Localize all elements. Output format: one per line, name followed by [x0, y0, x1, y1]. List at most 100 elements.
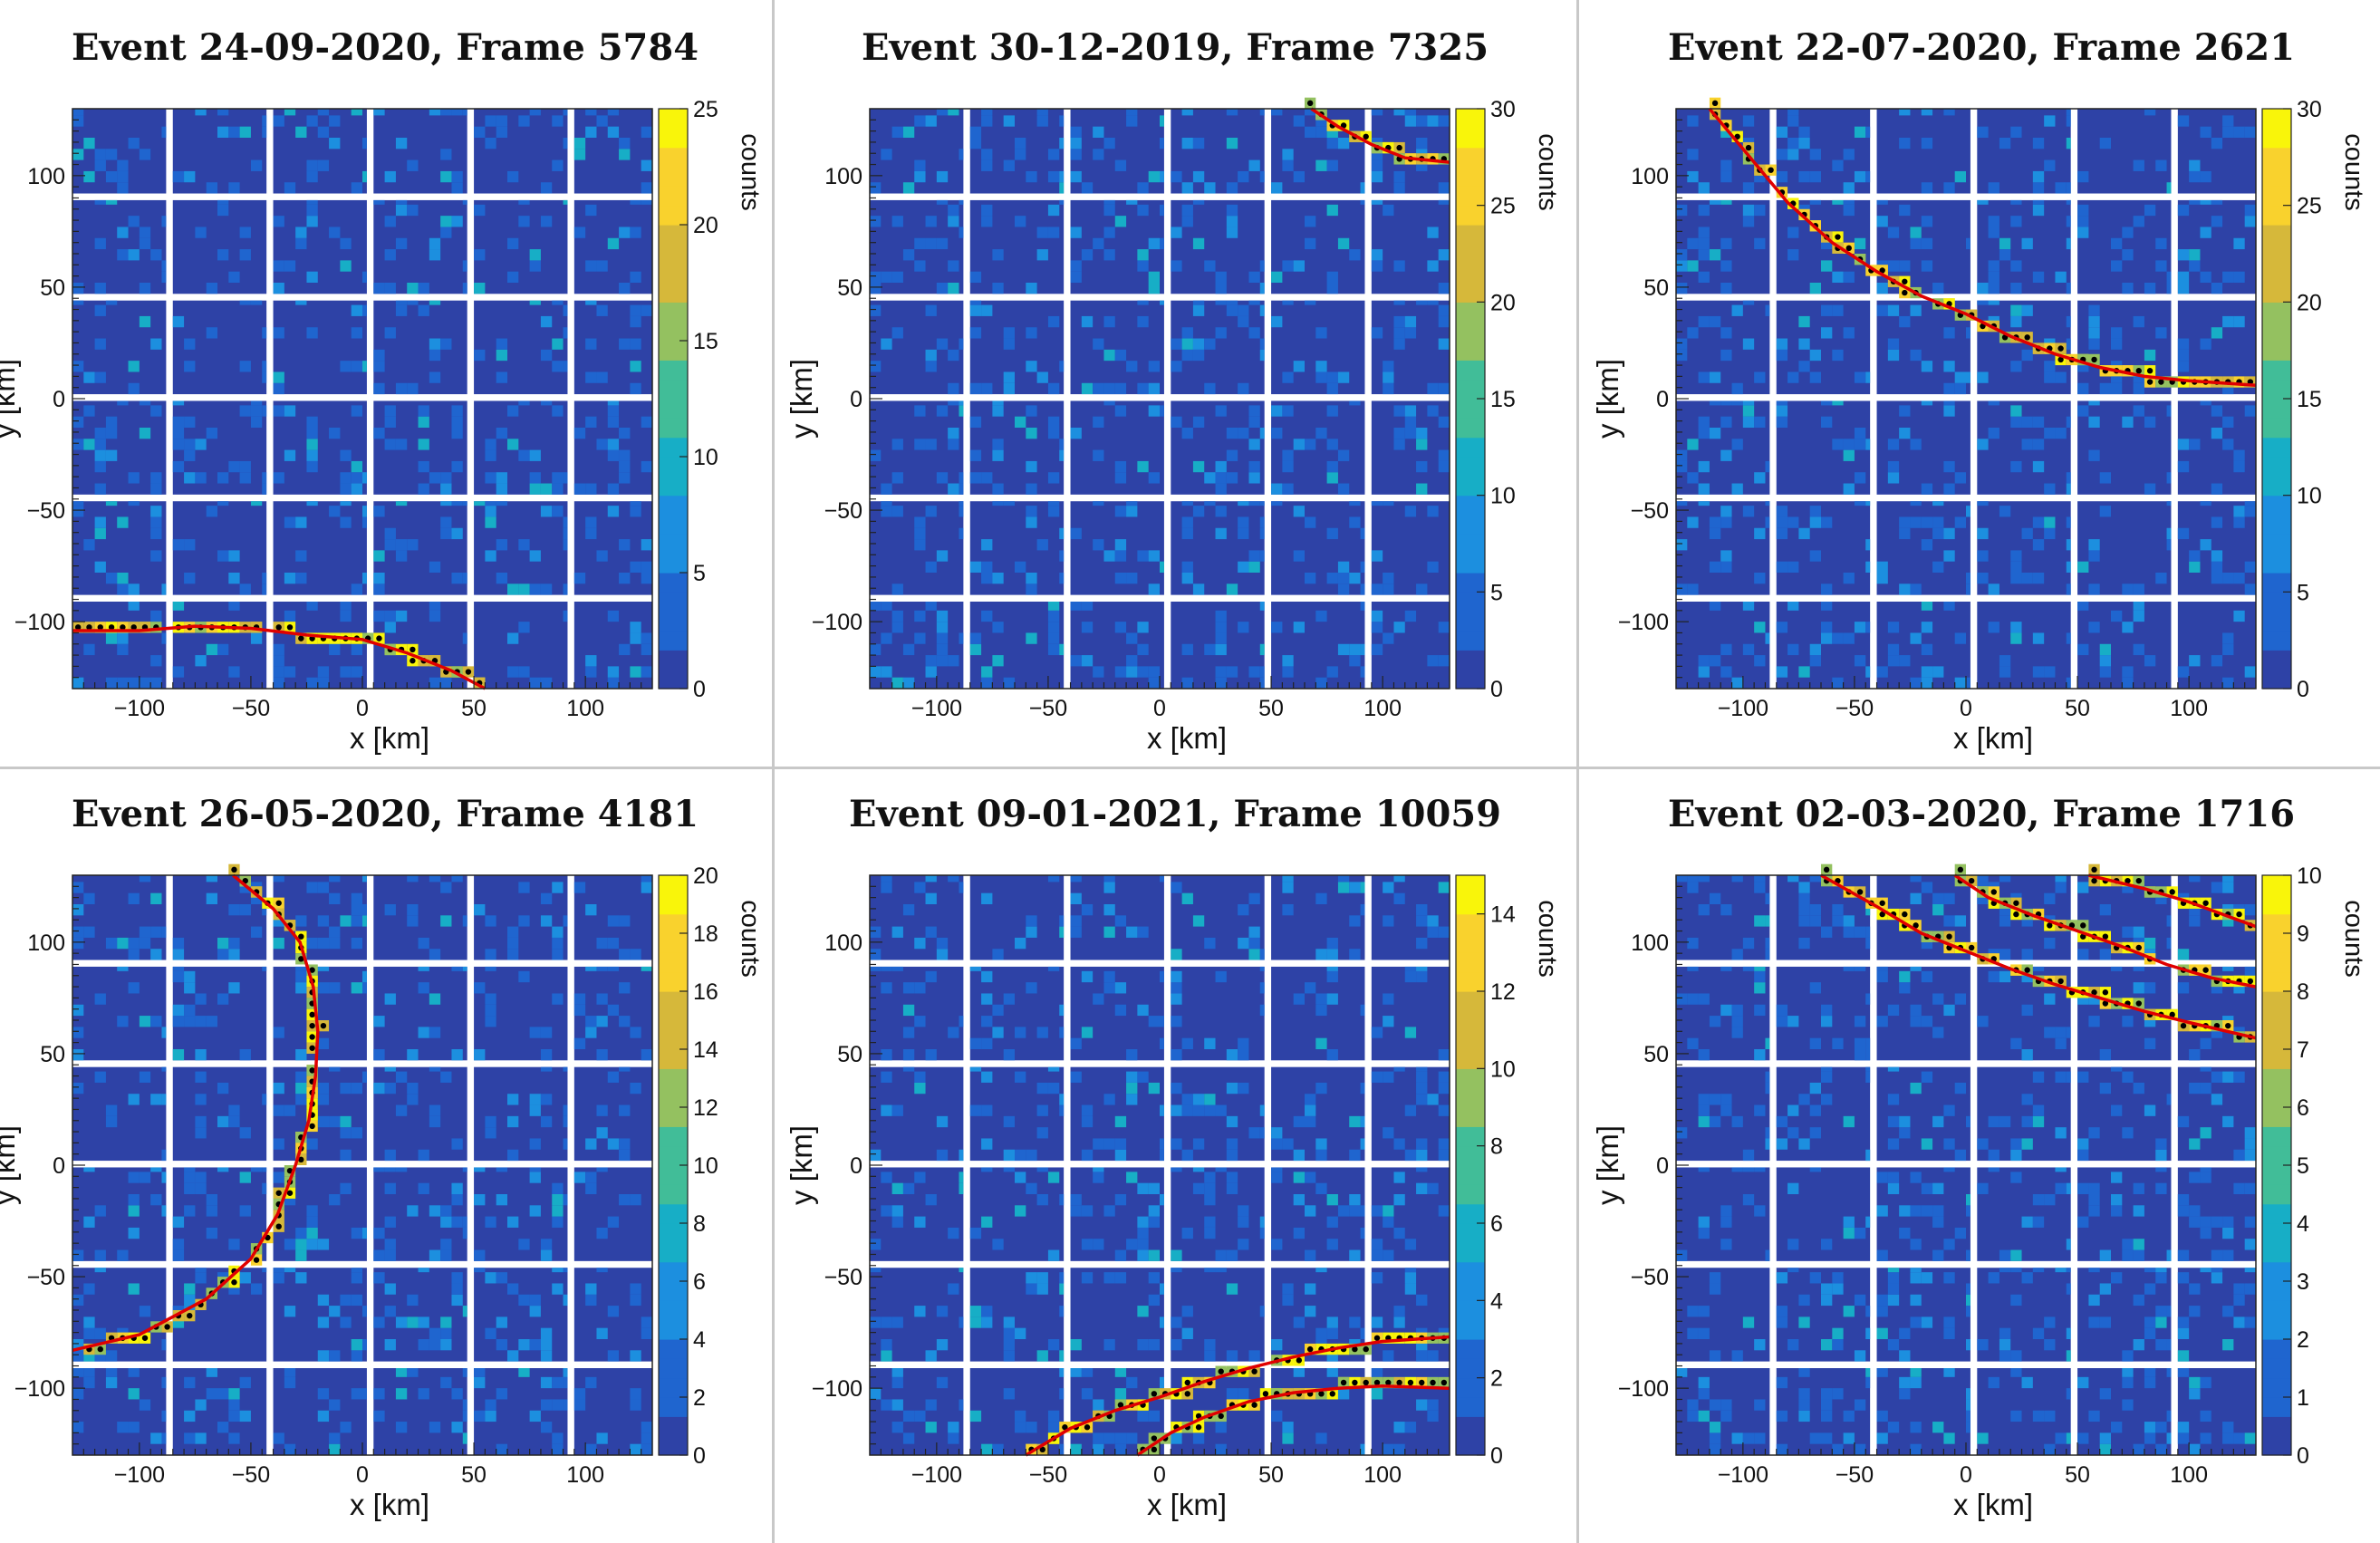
pixel-cell: [1315, 361, 1327, 372]
pixel-cell: [2088, 1294, 2100, 1307]
pixel-cell: [1854, 170, 1866, 183]
pixel-cell: [117, 159, 129, 171]
pixel-cell: [1326, 666, 1338, 678]
pixel-cell: [529, 1205, 541, 1217]
pixel-cell: [1954, 516, 1966, 528]
module-background: [1070, 300, 1164, 395]
detector-module: [2077, 1268, 2172, 1362]
pixel-cell: [2099, 1049, 2111, 1061]
pixel-cell: [881, 1350, 892, 1362]
pixel-cell: [1709, 602, 1721, 611]
pixel-cell: [1876, 1172, 1888, 1183]
pixel-cell: [2166, 1432, 2172, 1444]
pixel-cell: [1114, 666, 1127, 678]
pixel-cell: [384, 416, 396, 428]
detector-module: [1977, 602, 2071, 689]
pixel-cell: [969, 300, 982, 305]
y-tick-label: −50: [27, 1265, 65, 1290]
pixel-cell: [1754, 1432, 1766, 1444]
detector-module: [1876, 1368, 1970, 1455]
pixel-cell: [262, 1268, 267, 1273]
detector-module: [1776, 109, 1871, 194]
pixel-cell: [2233, 271, 2245, 283]
pixel-cell: [128, 472, 140, 484]
pixel-cell: [1160, 1016, 1164, 1027]
colorbar-band: [1456, 913, 1485, 934]
pixel-cell: [317, 915, 330, 927]
pixel-cell: [1865, 1066, 1871, 1072]
pixel-cell: [1754, 573, 1766, 584]
pixel-cell: [273, 472, 284, 484]
hit-marker: [120, 624, 126, 631]
pixel-cell: [1383, 204, 1394, 217]
pixel-cell: [552, 1443, 564, 1455]
pixel-cell: [507, 666, 519, 678]
pixel-cell: [440, 915, 452, 927]
pixel-cell: [1349, 643, 1361, 656]
pixel-cell: [1754, 875, 1766, 882]
pixel-cell: [619, 138, 631, 149]
detector-module: [1371, 400, 1450, 495]
pixel-cell: [2233, 237, 2245, 250]
pixel-cell: [2032, 170, 2045, 183]
pixel-cell: [1226, 216, 1238, 227]
pixel-cell: [306, 882, 318, 893]
pixel-cell: [2055, 182, 2067, 194]
pixel-cell: [362, 1306, 367, 1317]
pixel-cell: [1720, 1216, 1732, 1228]
y-tick-label: −100: [14, 1376, 65, 1402]
pixel-cell: [2144, 1283, 2156, 1295]
pixel-cell: [72, 904, 84, 916]
pixel-cell: [184, 416, 196, 428]
pixel-cell: [529, 1138, 541, 1150]
pixel-cell: [2044, 428, 2056, 439]
colorbar-band: [659, 109, 688, 129]
pixel-cell: [1776, 416, 1788, 428]
pixel-cell: [1093, 1239, 1104, 1250]
pixel-cell: [630, 382, 641, 395]
pixel-cell: [1742, 1316, 1755, 1328]
pixel-cell: [329, 1194, 341, 1206]
pixel-cell: [619, 460, 631, 473]
pixel-cell: [1427, 260, 1439, 272]
pixel-cell: [1787, 875, 1799, 882]
pixel-cell: [2021, 237, 2033, 250]
pixel-cell: [239, 126, 251, 138]
pixel-cell: [1809, 283, 1821, 294]
pixel-cell: [1742, 338, 1755, 350]
pixel-cell: [607, 966, 620, 971]
pixel-cell: [172, 539, 185, 551]
pixel-cell: [2077, 882, 2089, 893]
pixel-cell: [1026, 1272, 1037, 1284]
pixel-cell: [2166, 527, 2172, 540]
pixel-cell: [2010, 550, 2022, 562]
pixel-cell: [948, 483, 959, 495]
pixel-cell: [150, 1194, 162, 1206]
pixel-cell: [1238, 315, 1249, 328]
pixel-cell: [1720, 327, 1732, 339]
pixel-cell: [83, 1167, 95, 1172]
pixel-cell: [2133, 643, 2144, 656]
pixel-cell: [1103, 882, 1115, 893]
pixel-cell: [1988, 1376, 1999, 1389]
hit-marker: [2135, 368, 2142, 374]
pixel-cell: [1416, 115, 1428, 127]
pixel-cell: [1943, 1239, 1955, 1250]
pixel-cell: [284, 1104, 296, 1116]
pixel-cell: [992, 1004, 1004, 1017]
pixel-cell: [1427, 1094, 1439, 1105]
pixel-cell: [429, 1066, 441, 1072]
pixel-cell: [1305, 1094, 1316, 1105]
pixel-cell: [485, 915, 496, 927]
hit-marker: [1340, 1379, 1347, 1386]
pixel-cell: [2133, 926, 2144, 938]
pixel-cell: [105, 1104, 118, 1116]
pixel-cell: [891, 926, 903, 938]
pixel-cell: [1181, 1037, 1193, 1049]
pixel-cell: [1887, 643, 1900, 656]
detector-module: [1070, 300, 1164, 395]
colorbar-band: [1456, 1203, 1485, 1224]
pixel-cell: [1910, 349, 1922, 362]
pixel-cell: [936, 610, 949, 622]
